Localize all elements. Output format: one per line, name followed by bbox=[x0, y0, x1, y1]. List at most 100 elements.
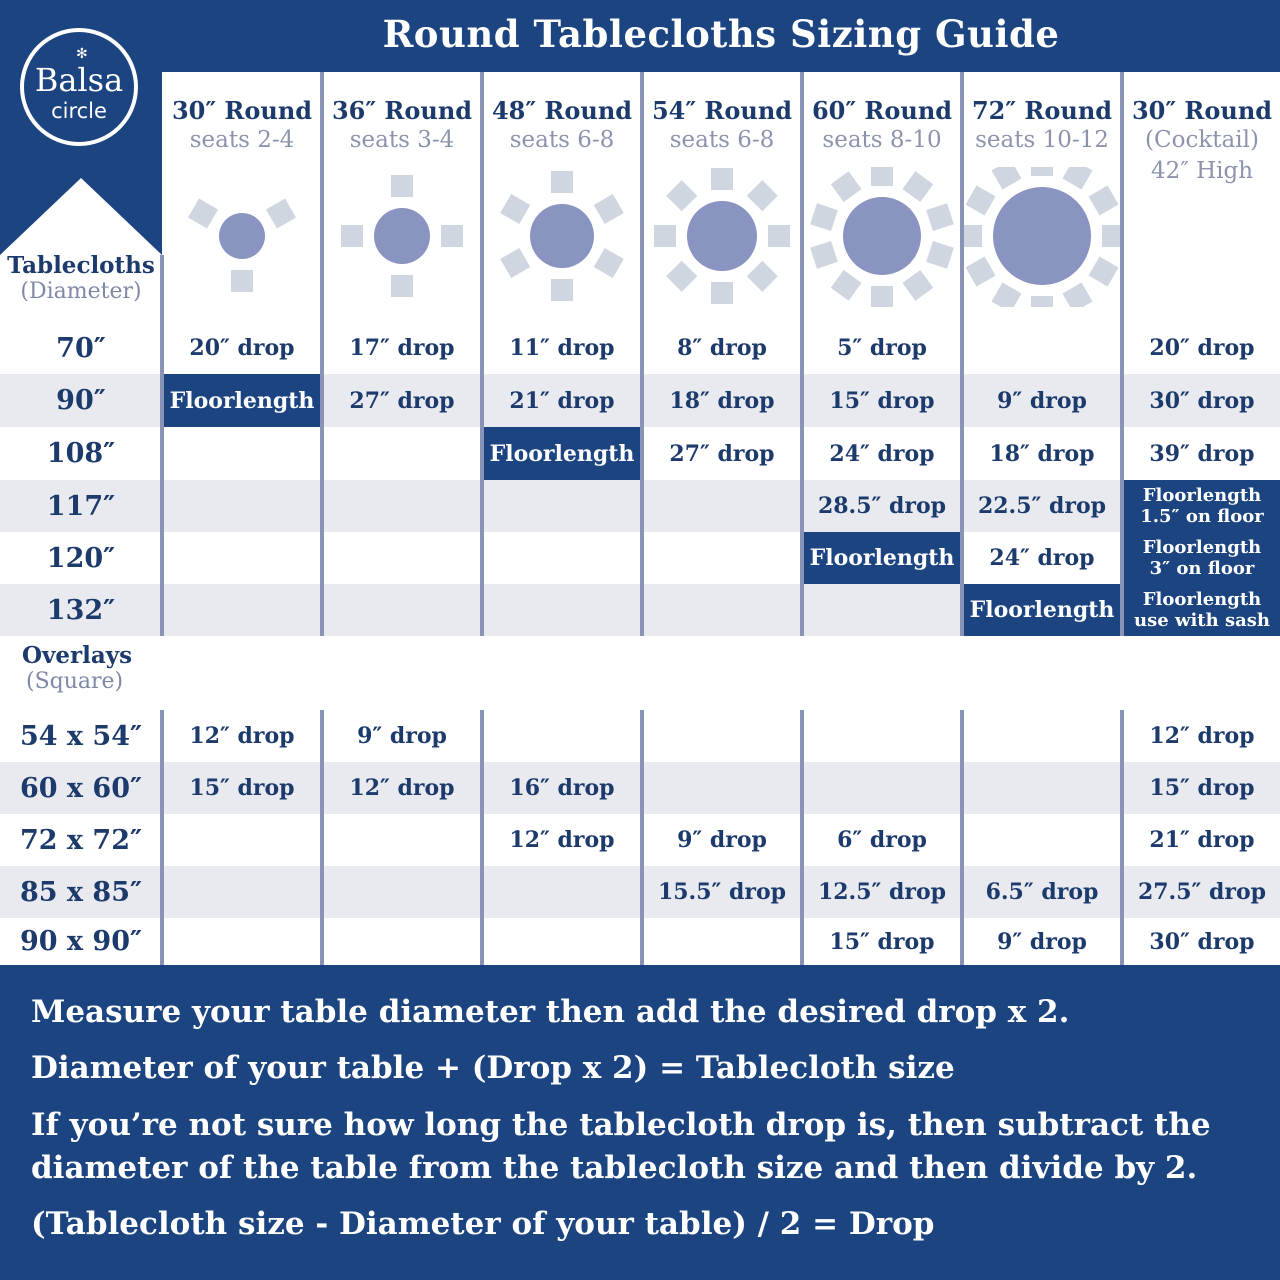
instruction-1: Measure your table diameter then add the… bbox=[31, 994, 1070, 1030]
column-divider bbox=[640, 710, 644, 965]
table-size: 30″ Round bbox=[1131, 96, 1273, 125]
drop-cell bbox=[964, 710, 1120, 762]
chair-icon bbox=[265, 198, 296, 229]
drop-cell bbox=[964, 762, 1120, 814]
chair-icon bbox=[1102, 225, 1120, 247]
table-diagram-icon bbox=[654, 168, 790, 304]
drop-cell: 8″ drop bbox=[677, 335, 767, 361]
table-size: 30″ Round bbox=[171, 96, 313, 125]
drop-cell: 18″ drop bbox=[669, 387, 775, 414]
drop-cell bbox=[324, 866, 480, 918]
seating: seats 3-4 bbox=[349, 127, 455, 153]
table-top-icon bbox=[843, 197, 921, 275]
drop-cell bbox=[484, 866, 640, 918]
row-size-label: 70″ bbox=[56, 332, 106, 364]
drop-cell: 9″ drop bbox=[997, 387, 1087, 414]
drop-cell: 12.5″ drop bbox=[817, 879, 947, 905]
tablecloths-label: Tablecloths (Diameter) bbox=[0, 252, 162, 304]
column-divider bbox=[960, 710, 964, 965]
chair-icon bbox=[830, 171, 862, 203]
drop-cell: 27″ drop bbox=[349, 387, 455, 414]
table-top-icon bbox=[530, 204, 594, 268]
drop-cell: 17″ drop bbox=[349, 335, 455, 361]
column-header-3: 48″ Round seats 6-8 bbox=[484, 72, 640, 322]
column-divider bbox=[320, 710, 324, 965]
column-header-6: 72″ Round seats 10-12 bbox=[964, 72, 1120, 322]
column-header-2: 36″ Round seats 3-4 bbox=[324, 72, 480, 322]
column-header-1: 30″ Round seats 2-4 bbox=[164, 72, 320, 322]
drop-cell: 15″ drop bbox=[829, 928, 935, 955]
drop-cell bbox=[324, 814, 480, 866]
chair-icon bbox=[768, 225, 790, 247]
chair-icon bbox=[746, 260, 778, 292]
chair-icon bbox=[902, 171, 934, 203]
row-size-label: 117″ bbox=[46, 490, 116, 522]
page-title: Round Tablecloths Sizing Guide bbox=[382, 12, 1060, 56]
drop-cell bbox=[964, 322, 1120, 374]
chair-icon bbox=[666, 260, 698, 292]
drop-cell bbox=[164, 584, 320, 636]
pointer-triangle bbox=[0, 178, 162, 322]
chair-icon bbox=[991, 282, 1022, 307]
chair-icon bbox=[746, 180, 778, 212]
drop-cell bbox=[484, 584, 640, 636]
drop-cell: 28.5″ drop bbox=[817, 493, 947, 519]
instructions-panel: Measure your table diameter then add the… bbox=[0, 965, 1280, 1280]
overlays-label-sub: (Square) bbox=[26, 669, 124, 694]
tablecloths-label-sub: (Diameter) bbox=[20, 279, 142, 304]
drop-cell bbox=[484, 532, 640, 584]
drop-cell bbox=[324, 480, 480, 532]
drop-cell bbox=[804, 584, 960, 636]
chair-icon bbox=[654, 225, 676, 247]
chair-icon bbox=[810, 240, 838, 269]
instruction-2: Diameter of your table + (Drop x 2) = Ta… bbox=[31, 1050, 955, 1086]
column-divider bbox=[160, 710, 164, 965]
table-top-icon bbox=[993, 187, 1091, 285]
row-size-label: 85 x 85″ bbox=[19, 876, 143, 908]
table-top-icon bbox=[687, 201, 757, 271]
chair-icon bbox=[593, 247, 624, 279]
drop-cell: 21″ drop bbox=[1149, 827, 1255, 853]
chair-icon bbox=[1031, 296, 1053, 307]
drop-cell: 12″ drop bbox=[189, 723, 295, 749]
drop-cell bbox=[164, 918, 320, 965]
column-header-4: 54″ Round seats 6-8 bbox=[644, 72, 800, 322]
drop-cell: 20″ drop bbox=[1149, 335, 1255, 361]
drop-cell bbox=[484, 480, 640, 532]
row-size-label: 132″ bbox=[46, 594, 116, 626]
drop-cell: 30″ drop bbox=[1149, 387, 1255, 414]
table-row: 72 x 72″ 12″ drop 9″ drop 6″ drop 21″ drop bbox=[0, 814, 1280, 866]
column-header-5: 60″ Round seats 8-10 bbox=[804, 72, 960, 322]
table-diagram-icon bbox=[188, 198, 296, 292]
drop-cell bbox=[484, 710, 640, 762]
column-divider bbox=[1120, 72, 1124, 636]
floorlength-cell: Floorlength bbox=[804, 532, 960, 584]
chair-icon bbox=[500, 193, 531, 225]
drop-cell: 15″ drop bbox=[1149, 775, 1255, 801]
drop-cell bbox=[164, 427, 320, 480]
drop-cell: 6″ drop bbox=[837, 827, 927, 853]
drop-cell bbox=[324, 918, 480, 965]
table-row: 54 x 54″ 12″ drop 9″ drop 12″ drop bbox=[0, 710, 1280, 762]
seating: seats 6-8 bbox=[669, 127, 775, 153]
balsa-circle-logo: ✻ Balsa circle bbox=[20, 28, 138, 146]
column-divider bbox=[480, 710, 484, 965]
logo-line2: circle bbox=[51, 99, 107, 123]
chair-icon bbox=[593, 193, 624, 225]
chair-icon bbox=[871, 286, 893, 307]
column-divider bbox=[1120, 710, 1124, 965]
overlays-label-main: Overlays bbox=[22, 642, 133, 669]
table-row: 108″ Floorlength 27″ drop 24″ drop 18″ drop 3… bbox=[0, 427, 1280, 480]
drop-cell bbox=[644, 710, 800, 762]
drop-cell: 11″ drop bbox=[509, 335, 615, 361]
drop-cell: 39″ drop bbox=[1149, 440, 1255, 467]
table-diagram-icon bbox=[341, 175, 463, 297]
chair-icon bbox=[965, 185, 996, 216]
table-diagram-icon bbox=[964, 167, 1120, 307]
seating: seats 8-10 bbox=[822, 127, 942, 153]
drop-cell bbox=[164, 480, 320, 532]
table-diagram-icon bbox=[500, 171, 624, 301]
chair-icon bbox=[188, 198, 219, 229]
drop-cell: 9″ drop bbox=[357, 723, 447, 749]
drop-cell bbox=[644, 584, 800, 636]
